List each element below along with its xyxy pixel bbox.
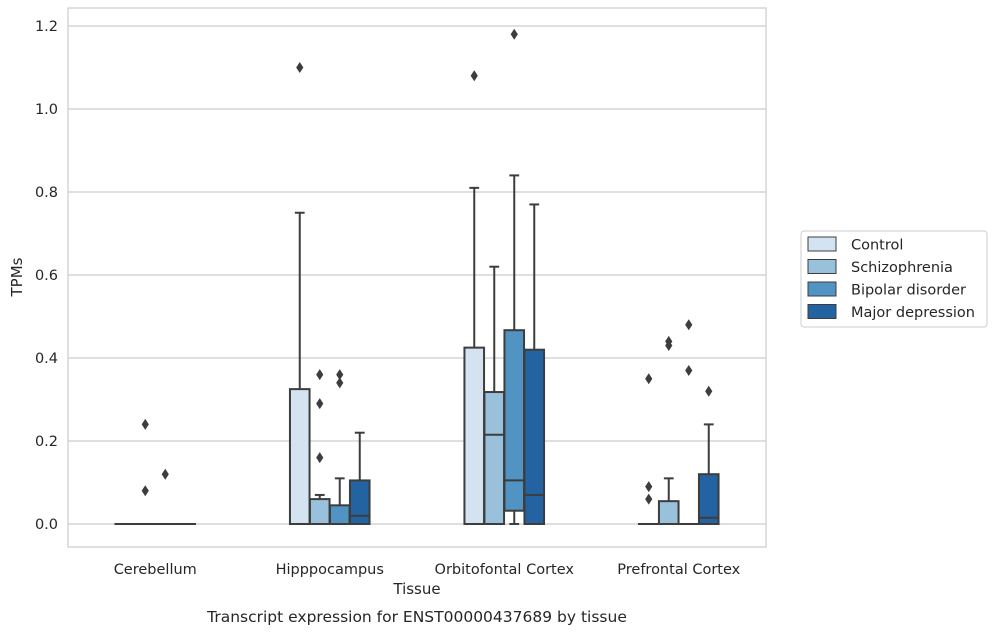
box <box>288 388 311 525</box>
box-group <box>288 62 311 525</box>
figure-caption: Transcript expression for ENST0000043768… <box>206 608 627 626</box>
legend-frame <box>800 230 988 328</box>
outlier-point <box>685 364 693 376</box>
box-group <box>348 431 371 525</box>
box <box>657 500 680 525</box>
box <box>523 348 546 526</box>
legend: Control Schizophrenia Bipolar disorder Majo… <box>800 230 988 328</box>
outlier-point <box>316 452 324 464</box>
y-tick-label: 0.8 <box>35 185 58 201</box>
box <box>503 329 526 512</box>
y-tick-label: 0.4 <box>35 351 58 367</box>
outlier-point <box>645 481 653 493</box>
box <box>483 391 506 525</box>
box <box>348 479 371 525</box>
legend-swatch <box>807 259 837 274</box>
outlier-point <box>316 369 324 381</box>
x-tick-label: Prefrontal Cortex <box>617 562 740 578</box>
outlier-point <box>141 485 149 497</box>
outlier-point <box>336 377 344 389</box>
box-group <box>637 373 660 526</box>
outlier-point <box>665 340 673 352</box>
outlier-point <box>161 468 169 480</box>
x-tick-labels: Cerebellum Hipppocampus Orbitofontal Corte… <box>114 562 741 578</box>
series-schizophrenia <box>134 265 680 526</box>
plot-background <box>68 8 766 547</box>
outlier-point <box>141 418 149 430</box>
y-tick-label: 0.0 <box>35 517 58 533</box>
x-axis-label: Tissue <box>392 580 440 598</box>
y-axis-label: TPMs <box>8 257 26 297</box>
y-tick-labels: 0.0 0.2 0.4 0.6 0.8 1.0 1.2 <box>35 19 58 533</box>
box-group <box>697 385 720 526</box>
box <box>697 473 720 526</box>
box-group <box>328 369 351 526</box>
box-group <box>308 369 331 526</box>
series-bipolar-disorder <box>154 28 700 526</box>
box-group <box>503 28 526 525</box>
legend-label: Schizophrenia <box>851 260 953 276</box>
box <box>328 504 351 526</box>
legend-swatch <box>807 236 837 252</box>
legend-swatch <box>807 304 837 319</box>
box <box>463 346 486 525</box>
x-tick-label: Orbitofontal Cortex <box>435 562 575 578</box>
outlier-point <box>645 493 653 505</box>
box <box>308 498 331 526</box>
outlier-point <box>510 28 518 40</box>
legend-label: Control <box>851 238 903 254</box>
x-tick-label: Cerebellum <box>114 562 197 578</box>
y-tick-label: 1.0 <box>35 102 58 118</box>
box-group <box>657 335 680 525</box>
outlier-point <box>470 70 478 82</box>
outlier-point <box>316 398 324 410</box>
outlier-point <box>645 373 653 385</box>
box-group <box>523 203 546 526</box>
legend-label: Bipolar disorder <box>851 283 966 299</box>
box-series <box>114 28 720 526</box>
y-tick-label: 1.2 <box>35 19 58 35</box>
series-major-depression <box>174 203 720 526</box>
y-gridlines <box>68 25 766 525</box>
legend-swatch <box>807 281 837 297</box>
legend-label: Major depression <box>851 305 975 321</box>
outlier-point <box>705 385 713 397</box>
y-tick-label: 0.2 <box>35 434 58 450</box>
outlier-point <box>336 369 344 381</box>
box-group <box>154 468 177 526</box>
outlier-point <box>296 62 304 73</box>
box-group <box>483 265 506 525</box>
x-tick-label: Hipppocampus <box>276 562 384 578</box>
plot-frame <box>67 7 767 548</box>
outlier-point <box>685 319 693 331</box>
y-tick-label: 0.6 <box>35 268 58 284</box>
